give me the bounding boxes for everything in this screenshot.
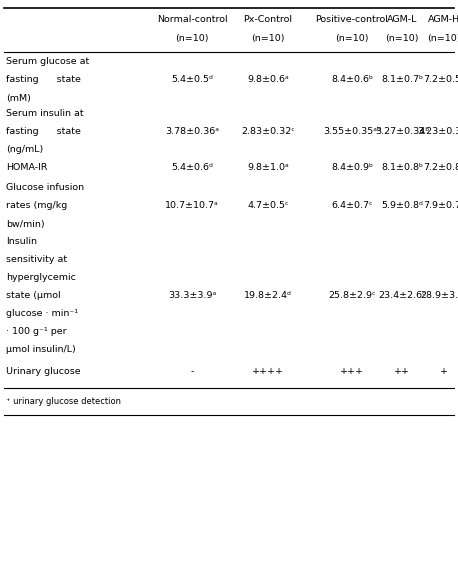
Text: AGM-L: AGM-L (387, 16, 417, 24)
Text: Px-Control: Px-Control (244, 16, 293, 24)
Text: AGM-H: AGM-H (428, 16, 458, 24)
Text: 9.8±1.0ᵃ: 9.8±1.0ᵃ (247, 163, 289, 173)
Text: 9.8±0.6ᵃ: 9.8±0.6ᵃ (247, 75, 289, 85)
Text: Serum insulin at: Serum insulin at (6, 109, 84, 119)
Text: state (μmol: state (μmol (6, 291, 60, 301)
Text: 3.55±0.35ᵃᵇ: 3.55±0.35ᵃᵇ (323, 127, 381, 137)
Text: (n=10): (n=10) (251, 34, 285, 42)
Text: 3.78±0.36ᵃ: 3.78±0.36ᵃ (165, 127, 219, 137)
Text: (n=10): (n=10) (385, 34, 419, 42)
Text: 3.23±0.36ᵇ: 3.23±0.36ᵇ (417, 127, 458, 137)
Text: glucose · min⁻¹: glucose · min⁻¹ (6, 310, 78, 318)
Text: Positive-control: Positive-control (316, 16, 388, 24)
Text: +++: +++ (340, 368, 364, 376)
Text: μmol insulin/L): μmol insulin/L) (6, 346, 76, 354)
Text: 5.4±0.6ᵈ: 5.4±0.6ᵈ (171, 163, 213, 173)
Text: Glucose infusion: Glucose infusion (6, 184, 84, 192)
Text: Serum glucose at: Serum glucose at (6, 57, 89, 67)
Text: Insulin: Insulin (6, 237, 37, 247)
Text: 33.3±3.9ᵃ: 33.3±3.9ᵃ (168, 291, 216, 301)
Text: 8.1±0.8ᵇ: 8.1±0.8ᵇ (381, 163, 423, 173)
Text: 5.9±0.8ᵈ: 5.9±0.8ᵈ (381, 201, 423, 211)
Text: 7.9±0.7ᵇ: 7.9±0.7ᵇ (423, 201, 458, 211)
Text: Urinary glucose: Urinary glucose (6, 368, 81, 376)
Text: +: + (440, 368, 448, 376)
Text: fasting      state: fasting state (6, 75, 81, 85)
Text: ⁺ urinary glucose detection: ⁺ urinary glucose detection (6, 398, 121, 406)
Text: 6.4±0.7ᶜ: 6.4±0.7ᶜ (331, 201, 373, 211)
Text: 8.1±0.7ᵇ: 8.1±0.7ᵇ (381, 75, 423, 85)
Text: 19.8±2.4ᵈ: 19.8±2.4ᵈ (244, 291, 292, 301)
Text: hyperglycemic: hyperglycemic (6, 273, 76, 283)
Text: (n=10): (n=10) (427, 34, 458, 42)
Text: 8.4±0.9ᵇ: 8.4±0.9ᵇ (331, 163, 373, 173)
Text: 25.8±2.9ᶜ: 25.8±2.9ᶜ (328, 291, 376, 301)
Text: (n=10): (n=10) (335, 34, 369, 42)
Text: (mM): (mM) (6, 93, 31, 102)
Text: HOMA-IR: HOMA-IR (6, 163, 48, 173)
Text: sensitivity at: sensitivity at (6, 255, 67, 265)
Text: · 100 g⁻¹ per: · 100 g⁻¹ per (6, 328, 66, 336)
Text: 7.2±0.5ᶜ: 7.2±0.5ᶜ (423, 75, 458, 85)
Text: (n=10): (n=10) (175, 34, 209, 42)
Text: rates (mg/kg: rates (mg/kg (6, 201, 67, 211)
Text: -: - (191, 368, 194, 376)
Text: bw/min): bw/min) (6, 219, 44, 229)
Text: 23.4±2.6ᶜ: 23.4±2.6ᶜ (378, 291, 426, 301)
Text: 5.4±0.5ᵈ: 5.4±0.5ᵈ (171, 75, 213, 85)
Text: (ng/mL): (ng/mL) (6, 145, 43, 155)
Text: 8.4±0.6ᵇ: 8.4±0.6ᵇ (331, 75, 373, 85)
Text: 2.83±0.32ᶜ: 2.83±0.32ᶜ (241, 127, 295, 137)
Text: ++++: ++++ (252, 368, 284, 376)
Text: 7.2±0.8ᶜ: 7.2±0.8ᶜ (423, 163, 458, 173)
Text: Normal-control: Normal-control (157, 16, 227, 24)
Text: 28.9±3.3ᵇ: 28.9±3.3ᵇ (420, 291, 458, 301)
Text: 10.7±10.7ᵃ: 10.7±10.7ᵃ (165, 201, 219, 211)
Text: 4.7±0.5ᶜ: 4.7±0.5ᶜ (247, 201, 289, 211)
Text: fasting      state: fasting state (6, 127, 81, 137)
Text: 3.27±0.34ᵇ: 3.27±0.34ᵇ (375, 127, 429, 137)
Text: ++: ++ (394, 368, 410, 376)
